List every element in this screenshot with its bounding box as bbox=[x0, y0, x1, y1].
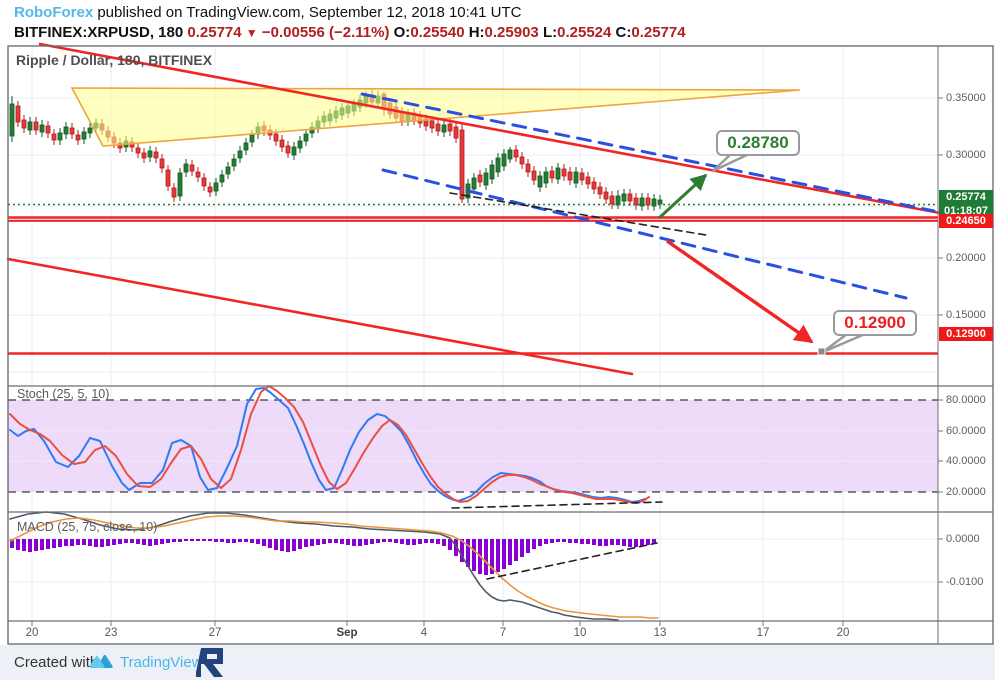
publisher-link[interactable]: RoboForex bbox=[14, 4, 94, 21]
last-price: 0.25774 bbox=[187, 24, 242, 41]
low-label: L: bbox=[542, 24, 558, 41]
high-label: H: bbox=[468, 24, 485, 41]
high-value: 0.25903 bbox=[484, 24, 539, 41]
time-axis[interactable] bbox=[8, 621, 938, 644]
open-value: 0.25540 bbox=[410, 24, 465, 41]
symbol-ohlc-row: BITFINEX:XRPUSD, 180 0.25774 ▼ −0.00556 … bbox=[14, 24, 686, 41]
price-change: −0.00556 (−2.11%) bbox=[261, 24, 390, 41]
footer: Created with TradingView bbox=[0, 645, 995, 680]
publish-header: RoboForex published on TradingView.com, … bbox=[14, 4, 522, 21]
symbol-label: BITFINEX:XRPUSD, 180 bbox=[14, 24, 184, 41]
roboforex-logo-icon[interactable] bbox=[195, 646, 230, 680]
low-value: 0.25524 bbox=[557, 24, 612, 41]
created-with-text: Created with bbox=[14, 654, 99, 671]
price-scale[interactable] bbox=[938, 46, 993, 621]
close-value: 0.25774 bbox=[631, 24, 686, 41]
down-arrow-icon: ▼ bbox=[245, 26, 258, 40]
publish-info: published on TradingView.com, September … bbox=[93, 4, 522, 21]
tradingview-logo-icon[interactable] bbox=[88, 652, 114, 675]
close-label: C: bbox=[615, 24, 632, 41]
open-label: O: bbox=[393, 24, 411, 41]
tradingview-link[interactable]: TradingView bbox=[120, 654, 203, 671]
